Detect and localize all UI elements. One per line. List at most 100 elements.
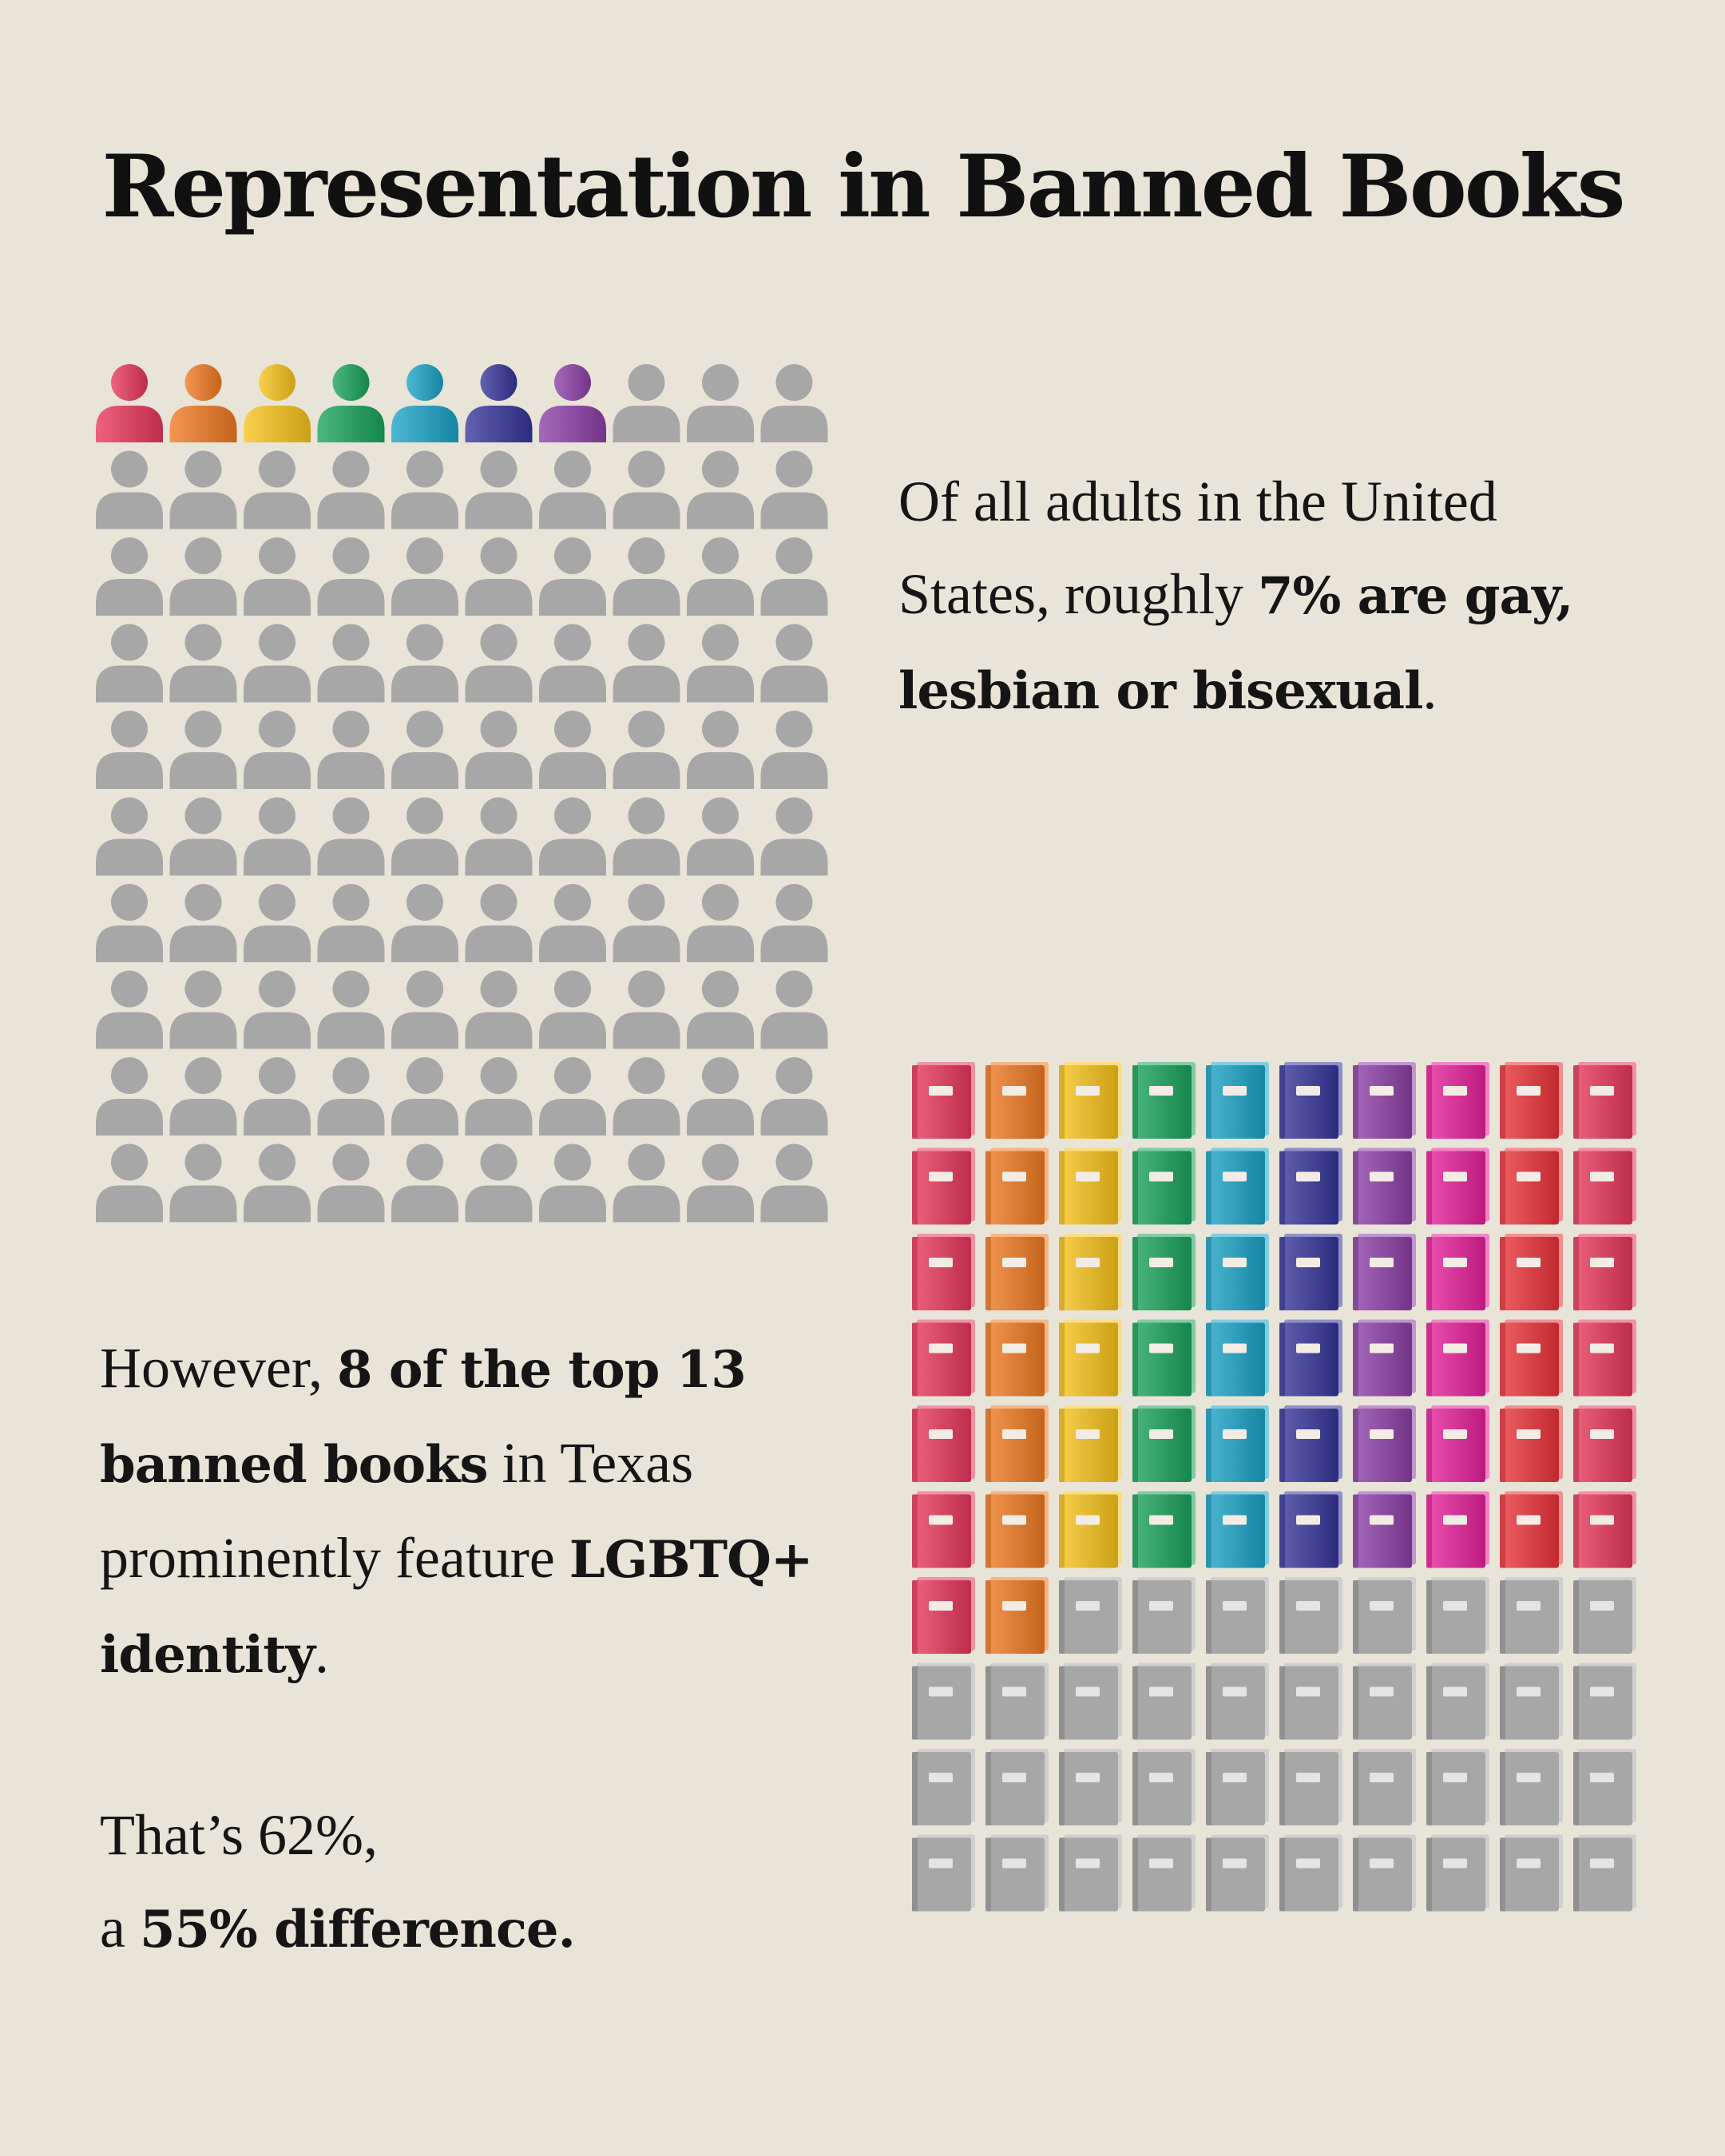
book-icon-highlighted <box>912 1491 975 1568</box>
person-icon <box>465 450 533 529</box>
book-icon-highlighted <box>912 1319 975 1397</box>
book-icon <box>1573 1834 1636 1912</box>
person-icon <box>169 624 237 703</box>
person-icon <box>687 1143 754 1223</box>
book-icon <box>985 1663 1049 1740</box>
person-icon <box>96 711 163 789</box>
book-icon-highlighted <box>985 1147 1049 1225</box>
book-icon-highlighted <box>1132 1405 1196 1482</box>
book-icon <box>1500 1834 1563 1912</box>
book-icon-highlighted <box>1500 1062 1563 1139</box>
person-icon <box>169 970 237 1049</box>
adults-text-highlight: 7% are gay, lesbian or bisexual <box>898 566 1573 721</box>
person-icon <box>244 711 311 789</box>
book-icon-highlighted <box>1426 1062 1489 1139</box>
book-icon-highlighted <box>1206 1234 1269 1310</box>
person-icon <box>539 711 606 789</box>
book-icon <box>1500 1577 1563 1654</box>
person-icon <box>244 537 311 616</box>
person-icon <box>391 537 458 616</box>
person-icon <box>613 537 680 616</box>
person-icon <box>613 624 680 703</box>
book-icon <box>1059 1834 1122 1912</box>
book-icon-highlighted <box>1573 1405 1636 1482</box>
book-icon <box>1279 1663 1342 1740</box>
person-icon <box>169 711 237 789</box>
book-icon-highlighted <box>912 1147 975 1225</box>
book-icon <box>1426 1834 1489 1912</box>
books-statistic-text: However, 8 of the top 13 banned books in… <box>100 1322 851 1702</box>
person-icon <box>96 970 163 1049</box>
book-icon-highlighted <box>1353 1234 1416 1310</box>
book-icon-highlighted <box>1206 1319 1269 1397</box>
person-icon <box>613 797 680 876</box>
book-icon <box>1206 1663 1269 1740</box>
book-icon <box>912 1663 975 1740</box>
book-icon-highlighted <box>1500 1234 1563 1310</box>
person-icon <box>760 711 828 789</box>
book-icon-highlighted <box>1059 1405 1122 1482</box>
person-icon <box>613 1143 680 1223</box>
book-icon <box>1353 1749 1416 1825</box>
person-icon <box>539 884 606 962</box>
person-icon <box>169 884 237 962</box>
person-icon <box>539 1143 606 1223</box>
person-icon <box>169 537 237 616</box>
book-icon-highlighted <box>1132 1319 1196 1397</box>
person-icon <box>539 450 606 529</box>
book-icon <box>1573 1577 1636 1654</box>
person-icon <box>760 450 828 529</box>
person-icon <box>687 364 754 442</box>
book-icon <box>1206 1577 1269 1654</box>
adults-text-part2: . <box>1422 657 1438 721</box>
book-icon <box>1353 1577 1416 1654</box>
person-icon-highlighted <box>317 364 385 442</box>
person-icon <box>169 1143 237 1223</box>
person-icon <box>539 1057 606 1135</box>
person-icon <box>539 537 606 616</box>
book-icon-highlighted <box>1573 1234 1636 1310</box>
book-icon <box>1132 1577 1196 1654</box>
person-icon <box>169 450 237 529</box>
person-icon <box>391 711 458 789</box>
person-icon <box>465 711 533 789</box>
book-icon-highlighted <box>912 1577 975 1654</box>
book-icon <box>1206 1834 1269 1912</box>
person-icon <box>317 624 385 703</box>
person-icon <box>391 797 458 876</box>
person-icon <box>687 711 754 789</box>
difference-line-1: That’s 62%, <box>100 1803 378 1867</box>
person-icon <box>760 1143 828 1223</box>
book-icon <box>1279 1577 1342 1654</box>
book-icon-highlighted <box>1426 1491 1489 1568</box>
book-icon <box>1426 1577 1489 1654</box>
book-icon <box>985 1749 1049 1825</box>
person-icon <box>244 970 311 1049</box>
person-icon <box>391 624 458 703</box>
books-pictogram <box>912 1062 1636 1912</box>
chart-title: Representation in Banned Books <box>101 137 1626 237</box>
people-pictogram <box>96 364 828 1223</box>
book-icon-highlighted <box>1573 1147 1636 1225</box>
book-icon-highlighted <box>912 1234 975 1310</box>
book-icon-highlighted <box>1132 1491 1196 1568</box>
person-icon <box>391 1143 458 1223</box>
person-icon <box>687 537 754 616</box>
person-icon <box>760 364 828 442</box>
person-icon <box>760 884 828 962</box>
book-icon <box>1132 1834 1196 1912</box>
book-icon <box>1279 1834 1342 1912</box>
book-icon-highlighted <box>1059 1147 1122 1225</box>
person-icon <box>613 970 680 1049</box>
book-icon-highlighted <box>985 1234 1049 1310</box>
book-icon-highlighted <box>985 1405 1049 1482</box>
person-icon <box>760 537 828 616</box>
book-icon <box>1206 1749 1269 1825</box>
person-icon-highlighted <box>391 364 458 442</box>
book-icon <box>1353 1663 1416 1740</box>
person-icon <box>613 884 680 962</box>
book-icon-highlighted <box>985 1319 1049 1397</box>
person-icon <box>687 624 754 703</box>
person-icon <box>244 1143 311 1223</box>
books-text-part2: in Texas prominently feature <box>100 1431 694 1590</box>
